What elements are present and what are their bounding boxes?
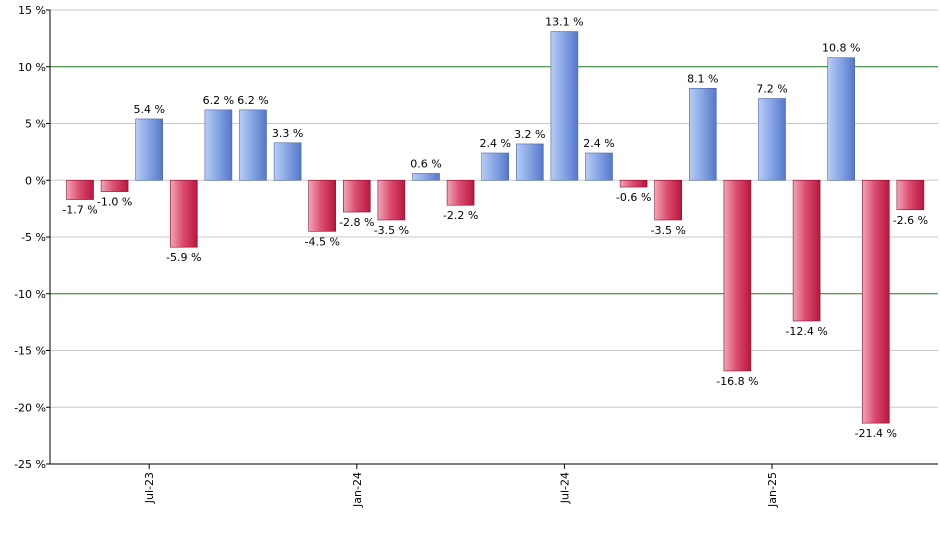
bar bbox=[412, 173, 440, 181]
bar-value-label: -16.8 % bbox=[716, 375, 758, 388]
bar bbox=[100, 179, 129, 192]
y-tick-label: 0 % bbox=[25, 174, 46, 187]
bar bbox=[135, 118, 163, 181]
bar bbox=[654, 179, 683, 221]
bar bbox=[273, 142, 302, 181]
y-tick-label: 5 % bbox=[25, 118, 46, 131]
bar bbox=[827, 57, 856, 181]
bar bbox=[723, 179, 752, 372]
bar bbox=[550, 31, 579, 181]
bar-value-label: -2.2 % bbox=[443, 209, 478, 222]
bar-value-label: 5.4 % bbox=[133, 103, 164, 116]
y-tick-label: 10 % bbox=[18, 61, 46, 74]
bar-value-label: 2.4 % bbox=[583, 137, 614, 150]
bar-value-label: 13.1 % bbox=[545, 16, 583, 29]
bar-value-label: 2.4 % bbox=[479, 137, 510, 150]
x-tick-label: Jul-23 bbox=[143, 472, 156, 504]
bar bbox=[585, 152, 613, 181]
bar-value-label: -3.5 % bbox=[374, 224, 409, 237]
y-tick-label: -10 % bbox=[14, 288, 46, 301]
labels: 15 % 10 % 5 % 0 % -5 % -10 % -15 % -20 % -25 % -1… bbox=[14, 4, 928, 508]
bar bbox=[861, 179, 890, 424]
y-tick-label: -5 % bbox=[21, 231, 46, 244]
bar-value-label: 10.8 % bbox=[822, 42, 860, 55]
bar bbox=[239, 109, 267, 181]
y-tick-label: -15 % bbox=[14, 345, 46, 358]
bar-value-label: -12.4 % bbox=[785, 325, 827, 338]
y-tick-label: 15 % bbox=[18, 4, 46, 17]
bar bbox=[896, 179, 925, 211]
bar bbox=[308, 179, 337, 232]
bar-value-label: -0.6 % bbox=[616, 191, 651, 204]
bar-value-label: 7.2 % bbox=[756, 83, 787, 96]
bar bbox=[792, 179, 821, 322]
bar-value-label: -1.7 % bbox=[62, 204, 97, 217]
x-tick-label: Jul-24 bbox=[558, 472, 571, 504]
y-tick-label: -25 % bbox=[14, 458, 46, 471]
bar-value-label: -1.0 % bbox=[97, 196, 132, 209]
bar bbox=[688, 88, 717, 181]
bar bbox=[342, 179, 371, 213]
bar-value-label: -3.5 % bbox=[650, 224, 685, 237]
x-tick-label: Jan-24 bbox=[351, 472, 364, 508]
bar bbox=[446, 179, 475, 206]
bar bbox=[515, 143, 544, 181]
bar-value-label: 8.1 % bbox=[687, 72, 718, 85]
bar-value-label: 0.6 % bbox=[410, 157, 441, 170]
bar-value-label: -5.9 % bbox=[166, 251, 201, 264]
x-tick-label: Jan-25 bbox=[766, 472, 779, 508]
bar-value-label: -4.5 % bbox=[304, 235, 339, 248]
bar bbox=[66, 179, 94, 200]
bar-value-label: 3.3 % bbox=[272, 127, 303, 140]
bar bbox=[204, 109, 233, 181]
bar bbox=[758, 98, 786, 181]
bar bbox=[170, 179, 198, 248]
axes bbox=[46, 9, 938, 469]
bar-value-label: -21.4 % bbox=[855, 427, 897, 440]
bar-value-label: -2.8 % bbox=[339, 216, 374, 229]
y-tick-label: -20 % bbox=[14, 401, 46, 414]
bars bbox=[66, 31, 925, 424]
bar-value-label: 3.2 % bbox=[514, 128, 545, 141]
bar-value-label: -2.6 % bbox=[893, 214, 928, 227]
bar bbox=[377, 179, 406, 221]
bar-value-label: 6.2 % bbox=[203, 94, 234, 107]
bar bbox=[619, 179, 648, 188]
bar bbox=[481, 152, 510, 181]
bar-value-label: 6.2 % bbox=[237, 94, 268, 107]
